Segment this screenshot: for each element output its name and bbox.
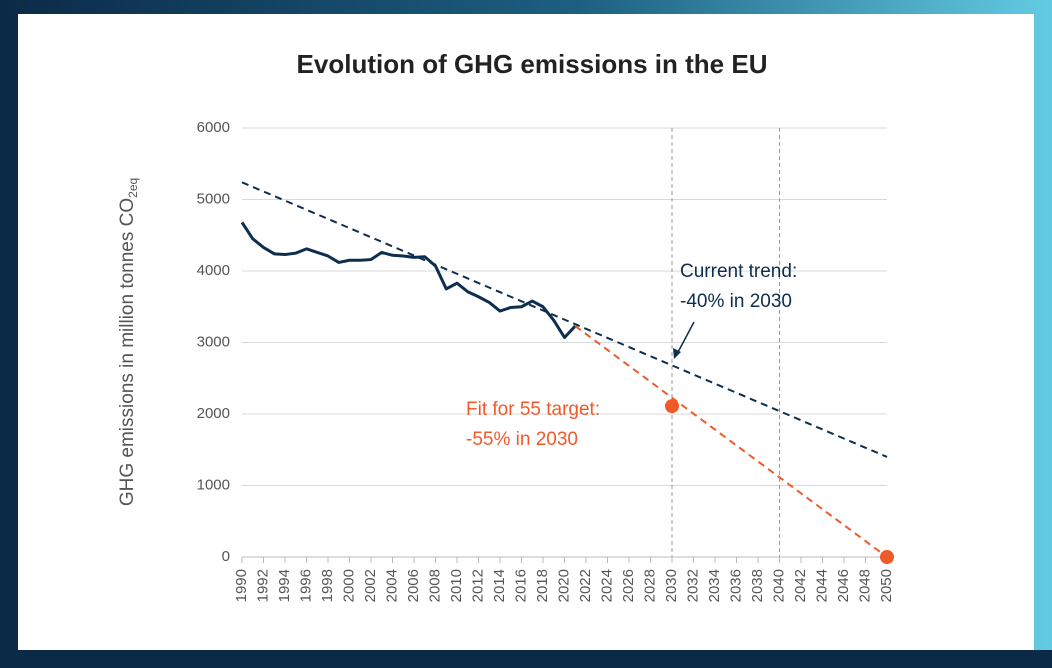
y-tick-label: 2000 (197, 405, 230, 422)
x-tick-label: 2030 (663, 569, 680, 602)
frame-bottom (0, 650, 1052, 668)
chart-title: Evolution of GHG emissions in the EU (297, 49, 768, 79)
x-tick-label: 1992 (254, 569, 271, 602)
annotation: -40% in 2030 (680, 291, 792, 312)
x-tick-label: 2018 (534, 569, 551, 602)
trend-line (241, 181, 888, 458)
line (240, 221, 577, 339)
y-axis-label-main: GHG emissions in million tonnes CO (117, 198, 138, 506)
x-tick-label: 1996 (297, 569, 314, 602)
x-tick-label: 2004 (383, 569, 400, 602)
x-tick-label: 2044 (813, 569, 830, 602)
x-tick-label: 2020 (555, 569, 572, 602)
y-tick-label: 5000 (197, 190, 230, 207)
x-tick-label: 2014 (491, 569, 508, 602)
x-tick-label: 2012 (469, 569, 486, 602)
y-tick-label: 6000 (197, 119, 230, 136)
x-tick-label: 2008 (426, 569, 443, 602)
x-tick-label: 1998 (319, 569, 336, 602)
x-tick-label: 2006 (405, 569, 422, 602)
x-tick-label: 2000 (340, 569, 357, 602)
annotation: Fit for 55 target: (466, 399, 600, 420)
x-tick-label: 2050 (878, 569, 895, 602)
x-tick-label: 2034 (706, 569, 723, 602)
x-tick-label: 2026 (620, 569, 637, 602)
x-tick-label: 2042 (792, 569, 809, 602)
x-tick-label: 2032 (684, 569, 701, 602)
x-tick-label: 2028 (641, 569, 658, 602)
y-tick-label: 0 (222, 548, 230, 565)
x-tick-label: 2048 (856, 569, 873, 602)
annotation: -55% in 2030 (466, 429, 578, 450)
y-axis-label-sub: 2eq (126, 178, 140, 198)
x-tick-label: 1990 (233, 569, 250, 602)
panel (18, 14, 1034, 650)
y-tick-label: 3000 (197, 333, 230, 350)
x-tick-label: 1994 (276, 569, 293, 602)
x-tick-label: 2010 (448, 569, 465, 602)
target-point (665, 399, 679, 414)
y-tick-label: 4000 (197, 262, 230, 279)
x-tick-label: 2002 (362, 569, 379, 602)
x-tick-label: 2036 (727, 569, 744, 602)
annotation-arrow (676, 321, 695, 355)
x-tick-label: 2046 (835, 569, 852, 602)
x-tick-label: 2040 (770, 569, 787, 602)
x-tick-label: 2024 (598, 569, 615, 602)
y-tick-label: 1000 (197, 476, 230, 493)
trend-line (574, 325, 888, 558)
y-axis-label: GHG emissions in million tonnes CO2eq (117, 178, 140, 506)
x-tick-label: 2038 (749, 569, 766, 602)
frame-left (0, 14, 18, 668)
x-tick-label: 2016 (512, 569, 529, 602)
annotation: Current trend: (680, 261, 797, 282)
target-point (880, 550, 894, 564)
x-tick-label: 2022 (577, 569, 594, 602)
annotation-arrowhead (673, 348, 681, 359)
